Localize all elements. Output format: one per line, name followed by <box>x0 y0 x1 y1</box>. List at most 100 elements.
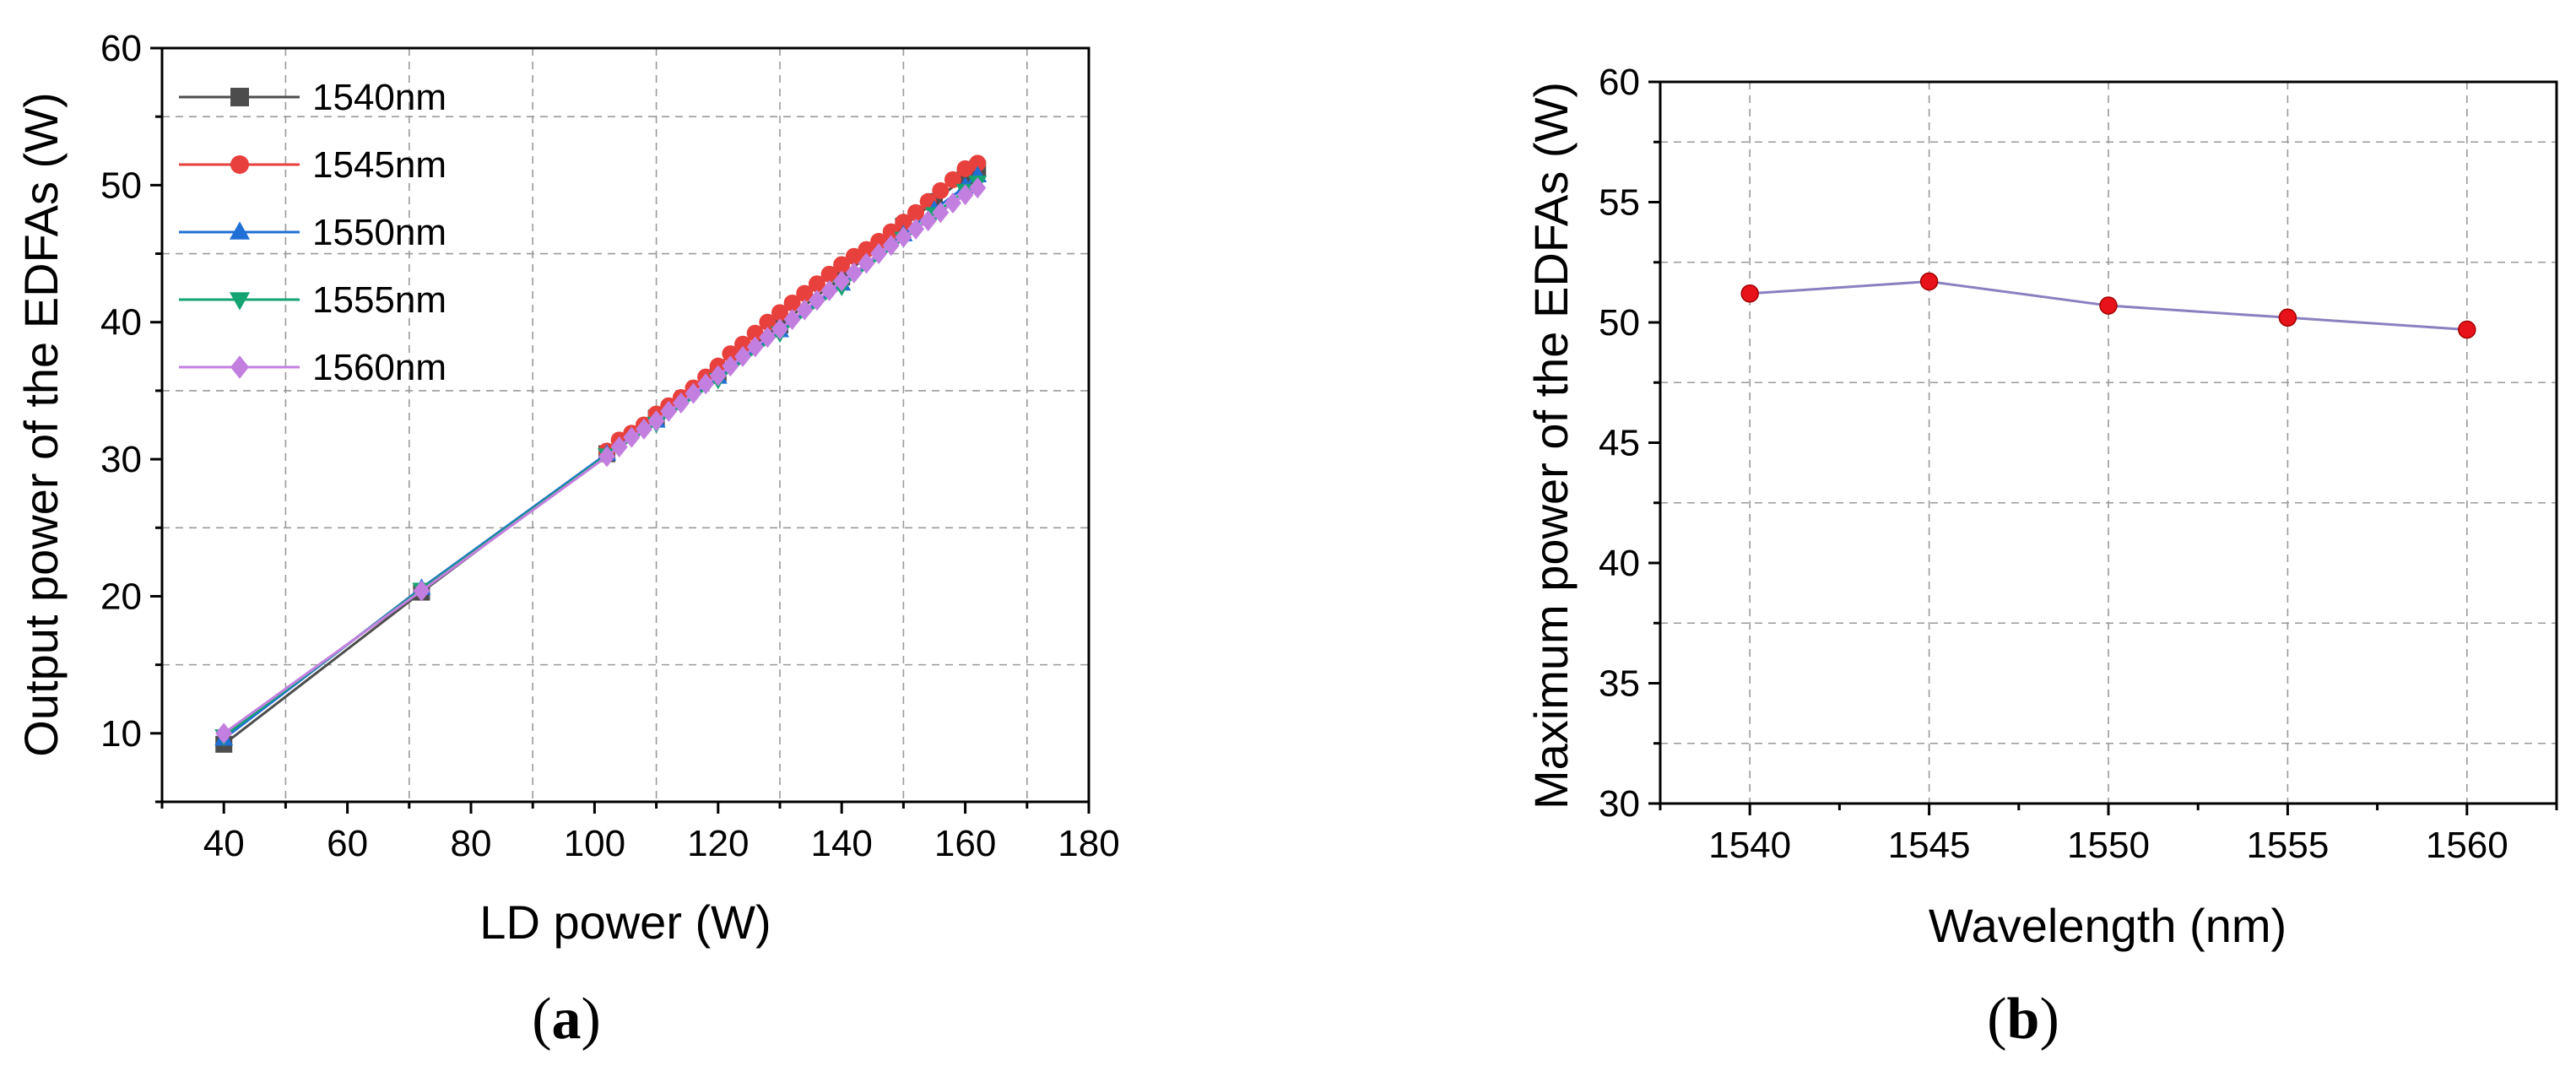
chart-panel-a: 40 60 80 100 120 140 160 180 10 20 30 40 50 60 1540nm… <box>14 28 1120 1052</box>
x-tick-label: 120 <box>687 823 749 864</box>
legend-a: 1540nm 1545nm 1550nm 1555nm 1560nm <box>179 77 446 388</box>
y-tick-label: 30 <box>100 439 142 480</box>
data-point-4 <box>870 243 888 265</box>
data-point-1 <box>845 247 863 265</box>
data-point-1 <box>833 256 851 273</box>
data-point-0 <box>2099 296 2118 315</box>
data-point-0 <box>1919 272 1939 291</box>
data-point-4 <box>623 426 641 448</box>
panel-label-b-letter: b <box>2007 987 2040 1052</box>
y-tick-label: 20 <box>100 576 142 617</box>
data-point-4 <box>783 308 801 330</box>
data-point-4 <box>907 218 925 240</box>
data-point-4 <box>969 177 987 199</box>
data-point-4 <box>215 722 233 744</box>
data-point-4 <box>685 382 702 404</box>
y-tick-label: 60 <box>100 28 142 69</box>
x-tick-label: 140 <box>810 823 872 864</box>
series-group-a <box>214 154 988 753</box>
data-point-4 <box>746 336 764 358</box>
legend-label-3: 1555nm <box>312 279 446 321</box>
legend-label-2: 1550nm <box>312 212 446 253</box>
y-axis-label-a: Output power of the EDFAs (W) <box>14 92 68 756</box>
y-tick-label: 45 <box>1599 423 1640 464</box>
data-point-1 <box>808 275 825 293</box>
x-axis-label-b: Wavelength (nm) <box>1929 899 2286 952</box>
data-point-4 <box>833 270 851 292</box>
panel-label-a-open: ( <box>532 987 551 1052</box>
data-point-4 <box>413 580 430 602</box>
y-tick-label: 40 <box>1599 543 1640 584</box>
y-axis-label-b: Maximum power of the EDFAs (W) <box>1524 82 1578 809</box>
data-point-4 <box>858 252 875 274</box>
legend-marker-1 <box>230 155 249 174</box>
y-tick-label: 10 <box>100 713 142 755</box>
data-point-4 <box>709 365 727 387</box>
data-point-1 <box>820 265 838 283</box>
data-point-4 <box>956 184 974 206</box>
x-tick-label: 40 <box>203 823 245 864</box>
x-tick-label: 1550 <box>2067 825 2150 866</box>
panel-label-b-open: ( <box>1987 987 2006 1052</box>
x-tick-label: 100 <box>564 823 625 864</box>
panel-label-b: (b) <box>1987 987 2059 1052</box>
data-point-4 <box>895 226 912 248</box>
y-tick-label: 55 <box>1599 182 1640 224</box>
data-point-4 <box>697 373 715 395</box>
plot-frame-a <box>160 46 1090 804</box>
x-axis-label-a: LD power (W) <box>479 896 771 949</box>
data-point-4 <box>672 392 690 414</box>
data-point-4 <box>647 410 665 432</box>
tick-labels-b: 1540 1545 1550 1555 1560 30 35 40 45 50 55 60 <box>1599 62 2508 866</box>
data-point-4 <box>598 446 616 468</box>
data-point-4 <box>722 355 739 377</box>
tick-labels-a: 40 60 80 100 120 140 160 180 10 20 30 40 50 60 <box>100 28 1120 864</box>
data-point-4 <box>932 202 950 224</box>
data-point-4 <box>734 345 752 367</box>
x-tick-label: 1555 <box>2246 825 2329 866</box>
y-tick-label: 40 <box>100 302 142 344</box>
series-group-b <box>1740 272 2476 339</box>
data-point-4 <box>919 210 937 232</box>
ticks-b <box>1648 80 2558 815</box>
legend-label-0: 1540nm <box>312 77 446 118</box>
data-point-0 <box>2278 308 2297 327</box>
data-point-4 <box>820 279 838 301</box>
panel-label-b-close: ) <box>2039 987 2059 1052</box>
x-tick-label: 160 <box>934 823 996 864</box>
legend-marker-2 <box>229 221 251 240</box>
x-tick-label: 60 <box>327 823 368 864</box>
data-point-1 <box>796 284 814 302</box>
data-point-4 <box>808 289 825 311</box>
data-point-1 <box>932 181 950 199</box>
data-point-1 <box>907 203 925 221</box>
chart-panel-b: 1540 1545 1550 1555 1560 30 35 40 45 50 55 60 Wavel… <box>1524 62 2558 1052</box>
x-tick-label: 180 <box>1058 823 1119 864</box>
legend-marker-3 <box>229 292 251 311</box>
data-point-1 <box>783 294 801 311</box>
legend-label-4: 1560nm <box>312 347 446 388</box>
data-point-4 <box>771 318 788 340</box>
data-point-1 <box>895 214 912 231</box>
data-point-4 <box>882 235 900 257</box>
x-tick-label: 1545 <box>1888 825 1971 866</box>
legend-marker-4 <box>230 355 249 379</box>
data-point-1 <box>969 154 987 172</box>
x-tick-label: 1540 <box>1708 825 1791 866</box>
data-point-1 <box>771 304 788 322</box>
ticks-a <box>150 46 1090 814</box>
data-point-4 <box>796 299 814 321</box>
y-tick-label: 35 <box>1599 663 1640 705</box>
data-point-4 <box>759 327 777 349</box>
x-tick-label: 1560 <box>2426 825 2508 866</box>
grid-b <box>1660 82 2557 804</box>
legend-label-1: 1545nm <box>312 144 446 186</box>
panel-label-a-letter: a <box>552 987 582 1052</box>
y-tick-label: 50 <box>100 165 142 206</box>
data-point-4 <box>944 192 961 214</box>
data-point-1 <box>734 335 752 353</box>
data-point-4 <box>635 418 652 440</box>
data-point-4 <box>610 436 628 457</box>
y-tick-label: 50 <box>1599 302 1640 344</box>
